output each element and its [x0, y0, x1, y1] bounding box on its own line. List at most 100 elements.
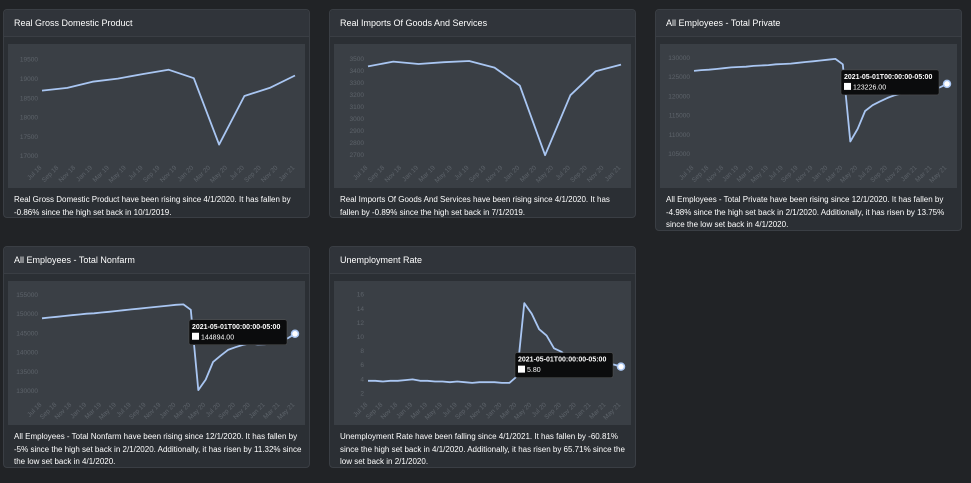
- tooltip-swatch: [518, 365, 525, 373]
- x-tick-label: Nov 18: [384, 164, 404, 184]
- card-description: All Employees - Total Nonfarm have been …: [14, 432, 302, 466]
- y-tick-label: 17000: [20, 153, 38, 160]
- x-tick-label: May 19: [750, 164, 770, 184]
- x-tick-label: May 19: [98, 401, 118, 421]
- y-tick-label: 17500: [20, 134, 38, 141]
- x-tick-label: Nov 19: [795, 164, 815, 184]
- x-tick-label: Sep 20: [569, 164, 589, 184]
- chart-total-private[interactable]: 105000110000115000120000125000130000Jul …: [660, 44, 957, 188]
- card-real-imports: Real Imports Of Goods And Services 2700 2…: [329, 9, 636, 218]
- y-tick-label: 135000: [16, 369, 38, 376]
- hover-marker: [942, 79, 952, 89]
- hover-marker: [616, 362, 626, 371]
- x-tick-label: Sep 19: [142, 164, 162, 184]
- y-tick-label: 3500: [350, 56, 365, 63]
- x-tick-label: May 20: [839, 164, 859, 184]
- y-tick-label: 3000: [350, 116, 365, 123]
- x-tick-label: Nov 18: [380, 401, 400, 421]
- series-line: [41, 68, 296, 146]
- x-tick-label: Jan 21: [604, 164, 623, 183]
- x-tick-label: Sep 20: [243, 164, 263, 184]
- y-tick-label: 145000: [16, 330, 38, 337]
- card-real-gdp: Real Gross Domestic Product 17000 17500 18…: [3, 9, 310, 218]
- x-tick-label: Nov 18: [54, 401, 74, 421]
- tooltip-swatch: [844, 82, 851, 90]
- y-tick-label: 16: [357, 292, 365, 299]
- y-tick-label: 2800: [350, 140, 365, 147]
- card-title: Real Gross Domestic Product: [4, 10, 309, 37]
- tooltip-label: 2021-05-01T00:00:00-05:00: [192, 324, 280, 331]
- chart-real-imports[interactable]: 270028002900300031003200330034003500Jul …: [334, 44, 631, 188]
- tooltip-label: 2021-05-01T00:00:00-05:00: [844, 74, 932, 81]
- y-tick-label: 150000: [16, 311, 38, 318]
- x-tick-label: Jan 21: [278, 164, 297, 183]
- x-tick-label: Sep 19: [468, 164, 488, 184]
- x-tick-label: May 20: [187, 401, 207, 421]
- y-tick-label: 14: [357, 306, 365, 313]
- y-tick-label: 2900: [350, 128, 365, 135]
- series-line: [41, 303, 296, 391]
- card-total-private: All Employees - Total Private 105000 1100…: [655, 9, 962, 231]
- x-tick-label: Nov 20: [260, 164, 280, 184]
- plot-area: [8, 44, 305, 188]
- tooltip: 2021-05-01T00:00:00-05:00 5.80: [514, 352, 614, 378]
- x-tick-label: Nov 20: [558, 401, 578, 421]
- plot-area: [334, 44, 631, 188]
- y-tick-label: 19500: [20, 57, 38, 64]
- card-title: Unemployment Rate: [330, 247, 635, 274]
- y-tick-label: 130000: [16, 388, 38, 395]
- x-tick-label: Nov 18: [58, 164, 78, 184]
- tooltip-swatch: [192, 332, 199, 340]
- y-tick-label: 12: [357, 320, 365, 327]
- y-tick-label: 18500: [20, 95, 38, 102]
- x-tick-label: Jan 19: [75, 164, 94, 183]
- x-tick-label: May 20: [209, 164, 229, 184]
- y-tick-label: 4: [360, 376, 364, 383]
- card-description: Unemployment Rate have been falling sinc…: [340, 432, 625, 466]
- tooltip-box: [514, 352, 614, 378]
- y-tick-label: 3100: [350, 104, 365, 111]
- chart-total-nonfarm[interactable]: 130000135000140000145000150000155000Jul …: [8, 281, 305, 425]
- tooltip-box: [840, 69, 940, 96]
- x-tick-label: Nov 20: [232, 401, 252, 421]
- x-tick-label: Nov 19: [485, 164, 505, 184]
- tooltip-value: 144894.00: [201, 334, 234, 341]
- plot-area: [660, 44, 957, 188]
- x-tick-label: Jan 20: [176, 164, 195, 183]
- x-tick-label: Sep 18: [367, 164, 387, 184]
- tooltip-label: 2021-05-01T00:00:00-05:00: [518, 357, 606, 364]
- x-tick-label: Nov 20: [586, 164, 606, 184]
- x-tick-label: May 21: [276, 401, 296, 421]
- y-tick-label: 3300: [350, 80, 365, 87]
- y-tick-label: 19000: [20, 76, 38, 83]
- y-tick-label: 140000: [16, 350, 38, 357]
- tooltip-value: 123226.00: [853, 84, 886, 91]
- card-description: All Employees - Total Private have been …: [666, 195, 945, 229]
- y-tick-label: 155000: [16, 292, 38, 299]
- y-tick-label: 6: [360, 362, 364, 369]
- x-tick-label: May 20: [513, 401, 533, 421]
- x-tick-label: May 19: [424, 401, 444, 421]
- y-tick-label: 2: [360, 390, 364, 397]
- tooltip-value: 5.80: [527, 367, 541, 374]
- y-tick-label: 3200: [350, 92, 365, 99]
- x-tick-label: Jan 19: [401, 164, 420, 183]
- card-description: Real Gross Domestic Product have been ri…: [14, 195, 291, 217]
- y-tick-label: 105000: [668, 151, 690, 158]
- x-tick-label: Nov 18: [706, 164, 726, 184]
- y-tick-label: 130000: [668, 55, 690, 62]
- y-tick-label: 125000: [668, 74, 690, 81]
- card-title: All Employees - Total Private: [656, 10, 961, 37]
- y-tick-label: 8: [360, 348, 364, 355]
- y-tick-label: 110000: [669, 132, 691, 139]
- x-tick-label: May 19: [108, 164, 128, 184]
- x-tick-label: Jan 20: [502, 164, 521, 183]
- card-title: Real Imports Of Goods And Services: [330, 10, 635, 37]
- card-total-nonfarm: All Employees - Total Nonfarm 130000 1350…: [3, 246, 310, 468]
- x-tick-label: Nov 19: [469, 401, 489, 421]
- y-tick-label: 3400: [350, 68, 365, 75]
- y-tick-label: 115000: [669, 113, 691, 120]
- x-tick-label: Nov 19: [159, 164, 179, 184]
